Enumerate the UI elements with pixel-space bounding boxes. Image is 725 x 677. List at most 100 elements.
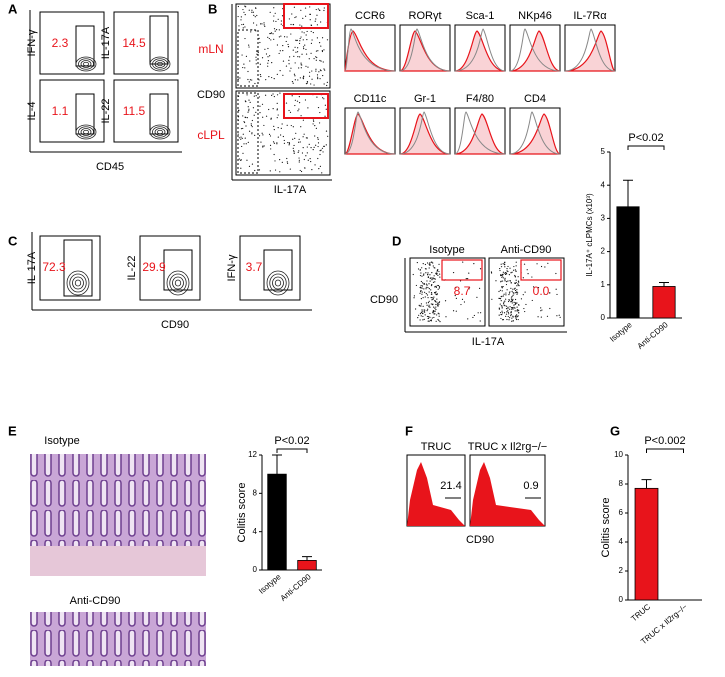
event-dot	[269, 170, 271, 172]
event-dot	[242, 133, 244, 135]
event-dot	[506, 318, 508, 321]
event-dot	[432, 298, 434, 300]
event-dot	[276, 143, 278, 145]
event-dot	[518, 285, 520, 287]
event-dot	[318, 42, 321, 44]
event-dot	[243, 63, 245, 65]
event-dot	[435, 285, 437, 287]
event-dot	[312, 119, 315, 121]
y-tick-label: 10	[614, 450, 623, 459]
event-dot	[427, 286, 429, 289]
event-dot	[298, 67, 300, 69]
event-dot	[285, 102, 288, 104]
event-dot	[424, 296, 426, 298]
event-dot	[422, 297, 424, 299]
event-dot	[515, 317, 517, 319]
event-dot	[276, 117, 278, 119]
event-dot	[437, 318, 439, 321]
event-dot	[290, 33, 292, 35]
histogram	[407, 462, 465, 526]
event-dot	[288, 144, 290, 146]
event-dot	[254, 82, 256, 85]
event-dot	[265, 53, 268, 55]
event-dot	[273, 28, 276, 30]
plot-frame	[39, 79, 105, 143]
event-dot	[490, 271, 493, 273]
event-dot	[512, 316, 514, 318]
event-dot	[298, 159, 300, 161]
event-dot	[290, 23, 292, 26]
event-dot	[272, 108, 274, 110]
event-dot	[420, 303, 422, 305]
event-dot	[425, 286, 427, 288]
event-dot	[303, 167, 306, 169]
event-dot	[501, 310, 503, 312]
event-dot	[426, 280, 428, 282]
event-dot	[272, 93, 274, 95]
event-dot	[259, 63, 261, 65]
event-dot	[321, 147, 324, 149]
event-dot	[295, 16, 297, 18]
label: CD45	[96, 161, 124, 173]
event-dot	[319, 59, 321, 62]
event-dot	[506, 311, 508, 313]
event-dot	[316, 96, 318, 98]
label: 2.3	[52, 36, 69, 50]
event-dot	[432, 265, 434, 267]
event-dot	[424, 291, 426, 293]
event-dot	[240, 138, 242, 140]
event-dot	[426, 315, 429, 318]
event-dot	[507, 265, 509, 268]
event-dot	[271, 62, 273, 64]
event-dot	[423, 318, 425, 320]
event-dot	[252, 11, 254, 13]
event-dot	[258, 37, 260, 39]
event-dot	[418, 304, 420, 306]
event-dot	[467, 278, 469, 280]
event-dot	[508, 293, 510, 296]
event-dot	[428, 291, 430, 293]
event-dot	[295, 39, 297, 41]
event-dot	[306, 152, 308, 154]
event-dot	[437, 284, 440, 287]
event-dot	[256, 14, 258, 17]
event-dot	[246, 117, 248, 119]
histology-image	[30, 612, 206, 666]
axis-label: IL-4	[26, 102, 38, 121]
event-dot	[240, 159, 242, 161]
event-dot	[286, 157, 288, 160]
event-dot	[324, 115, 326, 117]
event-dot	[246, 94, 248, 96]
y-tick-label: 8	[619, 479, 624, 488]
contour	[69, 273, 87, 293]
label: 1.1	[52, 104, 69, 118]
event-dot	[543, 293, 545, 295]
event-dot	[416, 261, 418, 264]
event-dot	[242, 8, 244, 11]
label: mLN	[198, 42, 223, 56]
y-tick-label: 4	[619, 537, 624, 546]
event-dot	[308, 58, 310, 60]
label: 21.4	[440, 480, 461, 492]
contour	[80, 60, 92, 68]
event-dot	[515, 279, 517, 281]
event-dot	[268, 133, 271, 135]
event-dot	[502, 302, 505, 304]
event-dot	[326, 81, 328, 83]
event-dot	[506, 281, 508, 283]
event-dot	[277, 18, 279, 20]
event-dot	[514, 274, 516, 277]
event-dot	[300, 115, 302, 117]
event-dot	[515, 303, 517, 305]
event-dot	[272, 20, 275, 22]
event-dot	[428, 304, 430, 306]
event-dot	[293, 144, 295, 147]
contour	[83, 129, 89, 135]
label: A	[8, 1, 18, 16]
event-dot	[438, 263, 440, 265]
event-dot	[254, 7, 257, 9]
event-dot	[438, 315, 440, 317]
event-dot	[323, 9, 325, 12]
event-dot	[326, 84, 328, 87]
event-dot	[452, 310, 455, 312]
